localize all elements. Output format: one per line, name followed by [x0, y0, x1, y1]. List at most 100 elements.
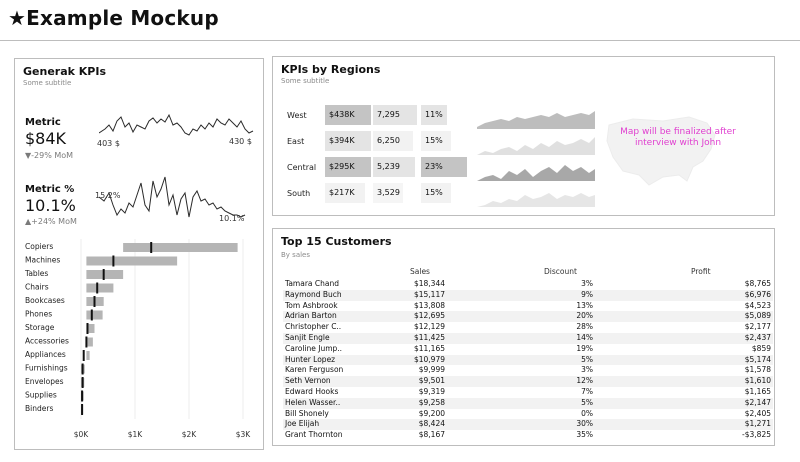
region-sales-cell: $394K: [325, 131, 371, 151]
table-row[interactable]: Sanjit Engle $11,425 14% $2,437: [283, 333, 773, 344]
general-kpis-subtitle: Some subtitle: [23, 79, 72, 87]
region-sales-cell: $438K: [325, 105, 371, 125]
customer-sales-cell: $12,695: [413, 311, 445, 321]
category-label: Storage: [25, 323, 55, 332]
category-marker: [102, 269, 105, 280]
customer-discount-cell: 5%: [581, 354, 593, 364]
customer-sales-cell: $9,200: [418, 408, 445, 418]
customer-sales-cell: $11,425: [413, 333, 445, 342]
category-bar: [86, 324, 95, 333]
region-label: West: [287, 111, 307, 120]
customer-discount-cell: 9%: [581, 289, 593, 299]
category-label: Binders: [25, 404, 53, 413]
table-row[interactable]: Bill Shonely $9,200 0% $2,405: [283, 409, 773, 420]
customer-discount-cell: 14%: [576, 333, 593, 342]
customer-discount-cell: 3%: [581, 279, 593, 288]
table-row[interactable]: Caroline Jump.. $11,165 19% $859: [283, 344, 773, 355]
category-marker: [86, 323, 89, 334]
table-row[interactable]: Hunter Lopez $10,979 5% $5,174: [283, 354, 773, 366]
regions-title: KPIs by Regions: [281, 63, 381, 76]
table-row[interactable]: Karen Ferguson $9,999 3% $1,578: [283, 365, 773, 376]
customer-profit-cell: $5,089: [744, 311, 771, 321]
customer-profit-cell: $2,405: [744, 408, 771, 418]
table-row[interactable]: Grant Thornton $8,167 35% -$3,825: [283, 430, 773, 441]
column-header-discount[interactable]: Discount: [544, 267, 577, 276]
region-sales-cell: $217K: [325, 183, 365, 203]
column-header-profit[interactable]: Profit: [691, 267, 711, 276]
customer-profit-cell: $2,147: [744, 397, 771, 407]
metric-percent-sparkline-line: [99, 176, 246, 218]
category-label: Tables: [24, 269, 48, 278]
axis-tick-label: $1K: [128, 430, 144, 439]
table-row[interactable]: Seth Vernon $9,501 12% $1,610: [283, 376, 773, 387]
customer-discount-cell: 7%: [581, 387, 593, 396]
customer-discount-cell: 5%: [581, 397, 593, 407]
category-sales-chart: Copiers Machines Tables Chairs Bookcases Phon…: [24, 239, 252, 439]
category-marker: [150, 242, 153, 253]
category-marker: [96, 282, 99, 294]
customer-profit-cell: $8,765: [744, 279, 771, 288]
table-row[interactable]: Adrian Barton $12,695 20% $5,089: [283, 311, 773, 323]
regions-subtitle: Some subtitle: [281, 77, 330, 85]
metric-percent-label: Metric %: [25, 184, 75, 195]
region-label: South: [287, 189, 311, 198]
region-pct-cell: 11%: [421, 105, 447, 125]
customer-profit-cell: $1,165: [744, 387, 771, 396]
customer-name-cell: Raymond Buch: [285, 289, 342, 299]
category-label: Bookcases: [25, 296, 65, 305]
region-count-cell: 6,250: [373, 131, 413, 151]
customer-sales-cell: $9,999: [418, 365, 445, 375]
axis-tick-label: $2K: [182, 430, 198, 439]
customer-name-cell: Grant Thornton: [285, 430, 343, 440]
category-label: Machines: [25, 256, 60, 265]
customer-name-cell: Edward Hooks: [285, 387, 339, 396]
table-row[interactable]: Raymond Buch $15,117 9% $6,976: [283, 289, 773, 301]
table-row[interactable]: Tom Ashbrook $13,808 13% $4,523: [283, 301, 773, 312]
column-header-sales[interactable]: Sales: [410, 267, 430, 276]
customer-profit-cell: $2,437: [744, 333, 771, 342]
region-label: East: [287, 137, 305, 146]
category-bar: [86, 256, 178, 266]
customer-discount-cell: 19%: [576, 343, 593, 353]
region-label: Central: [287, 163, 317, 172]
region-area-central: [477, 165, 595, 181]
general-kpis-panel: Generak KPIs Some subtitle Metric $84K ▼…: [14, 58, 264, 450]
table-row[interactable]: Christopher C.. $12,129 28% $2,177: [283, 322, 773, 333]
customer-profit-cell: $6,976: [744, 289, 771, 299]
customer-sales-cell: $12,129: [413, 322, 445, 332]
customer-discount-cell: 3%: [581, 365, 593, 375]
region-sales-cell: $295K: [325, 157, 371, 177]
customer-name-cell: Bill Shonely: [285, 408, 329, 418]
category-marker: [81, 390, 84, 402]
customer-name-cell: Hunter Lopez: [285, 354, 336, 364]
metric-percent-sparkline: [99, 176, 246, 218]
customer-name-cell: Helen Wasser..: [285, 397, 341, 407]
table-row[interactable]: Edward Hooks $9,319 7% $1,165: [283, 387, 773, 398]
region-count-cell: 7,295: [373, 105, 417, 125]
customer-profit-cell: $5,174: [744, 354, 771, 364]
category-label: Appliances: [25, 350, 66, 359]
general-kpis-title: Generak KPIs: [23, 65, 106, 78]
axis-tick-label: $3K: [236, 430, 252, 439]
region-count-cell: 5,239: [373, 157, 415, 177]
customer-name-cell: Joe Elijah: [285, 419, 320, 429]
dashboard-title: ★Example Mockup: [8, 6, 219, 30]
category-label: Chairs: [25, 283, 49, 292]
category-marker: [93, 296, 96, 307]
metric-percent-spark-end-label: 10.1%: [219, 214, 245, 223]
customer-discount-cell: 30%: [576, 419, 593, 429]
category-label: Furnishings: [25, 364, 68, 373]
category-marker: [90, 309, 93, 321]
metric-percent-delta: ▲+24% MoM: [25, 217, 77, 226]
metric-spark-start-label: 403 $: [97, 139, 120, 148]
category-label: Phones: [25, 310, 52, 319]
region-pct-cell: 15%: [421, 131, 451, 151]
table-row[interactable]: Tamara Chand $18,344 3% $8,765: [283, 279, 773, 290]
customer-sales-cell: $9,501: [418, 376, 445, 386]
category-bar: [86, 270, 124, 279]
map-note: Map will be finalized after interview wi…: [620, 127, 736, 149]
table-row[interactable]: Helen Wasser.. $9,258 5% $2,147: [283, 397, 773, 409]
table-row[interactable]: Joe Elijah $8,424 30% $1,271: [283, 419, 773, 431]
customer-sales-cell: $18,344: [413, 279, 445, 288]
customer-sales-cell: $15,117: [413, 289, 445, 299]
